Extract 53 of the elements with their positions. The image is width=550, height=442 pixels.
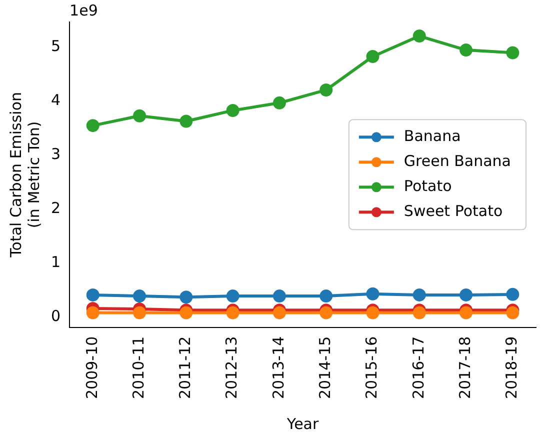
point xyxy=(506,306,520,320)
x-tick-label: 2009-10 xyxy=(82,336,101,400)
point xyxy=(272,290,286,303)
x-tick-label: 2014-15 xyxy=(316,336,334,400)
x-tick-label: 2013-14 xyxy=(269,336,288,400)
point xyxy=(320,306,333,320)
legend-label: Potato xyxy=(404,177,452,196)
x-tick-label: 2016-17 xyxy=(409,336,428,400)
x-axis-title: Year xyxy=(286,414,320,433)
y-tick-label: 3 xyxy=(50,145,61,164)
point xyxy=(412,30,426,43)
point xyxy=(180,114,193,128)
point xyxy=(412,288,426,302)
point xyxy=(226,290,240,303)
point xyxy=(226,104,240,117)
point xyxy=(226,306,240,320)
y-tick-label: 2 xyxy=(50,199,61,218)
x-tick-label: 2011-12 xyxy=(176,336,194,400)
point xyxy=(412,306,426,320)
y-tick-label: 1 xyxy=(50,253,61,272)
x-tick-label: 2017-18 xyxy=(456,336,474,400)
x-tick-label: 2012-13 xyxy=(222,336,241,400)
y-tick-label: 4 xyxy=(50,91,61,110)
point xyxy=(180,290,193,304)
point xyxy=(366,306,380,320)
x-tick-label: 2015-16 xyxy=(362,336,381,400)
text: 1e9 xyxy=(70,1,98,20)
x-tick-label: 2018-19 xyxy=(502,336,521,400)
legend-label: Sweet Potato xyxy=(404,202,503,220)
x-tick-label: 2010-11 xyxy=(129,336,148,400)
point xyxy=(460,288,473,302)
point xyxy=(366,287,380,300)
point xyxy=(320,83,333,96)
legend-label: Banana xyxy=(404,127,461,146)
point xyxy=(506,288,520,301)
point xyxy=(133,290,146,303)
point xyxy=(86,288,100,302)
point xyxy=(506,46,520,60)
point xyxy=(86,306,100,320)
legend-label: Green Banana xyxy=(404,152,512,170)
point xyxy=(460,306,473,320)
point xyxy=(180,306,193,320)
point xyxy=(133,306,146,320)
y-tick-label: 0 xyxy=(50,306,61,325)
point xyxy=(272,306,286,320)
point xyxy=(320,290,333,303)
point xyxy=(460,44,473,57)
point xyxy=(366,50,380,64)
point xyxy=(272,96,286,110)
y-tick-label: 5 xyxy=(50,37,61,56)
point xyxy=(86,119,100,132)
point xyxy=(133,109,146,122)
y-axis-title: Total Carbon Emission (in Metric Ton) xyxy=(6,92,43,258)
